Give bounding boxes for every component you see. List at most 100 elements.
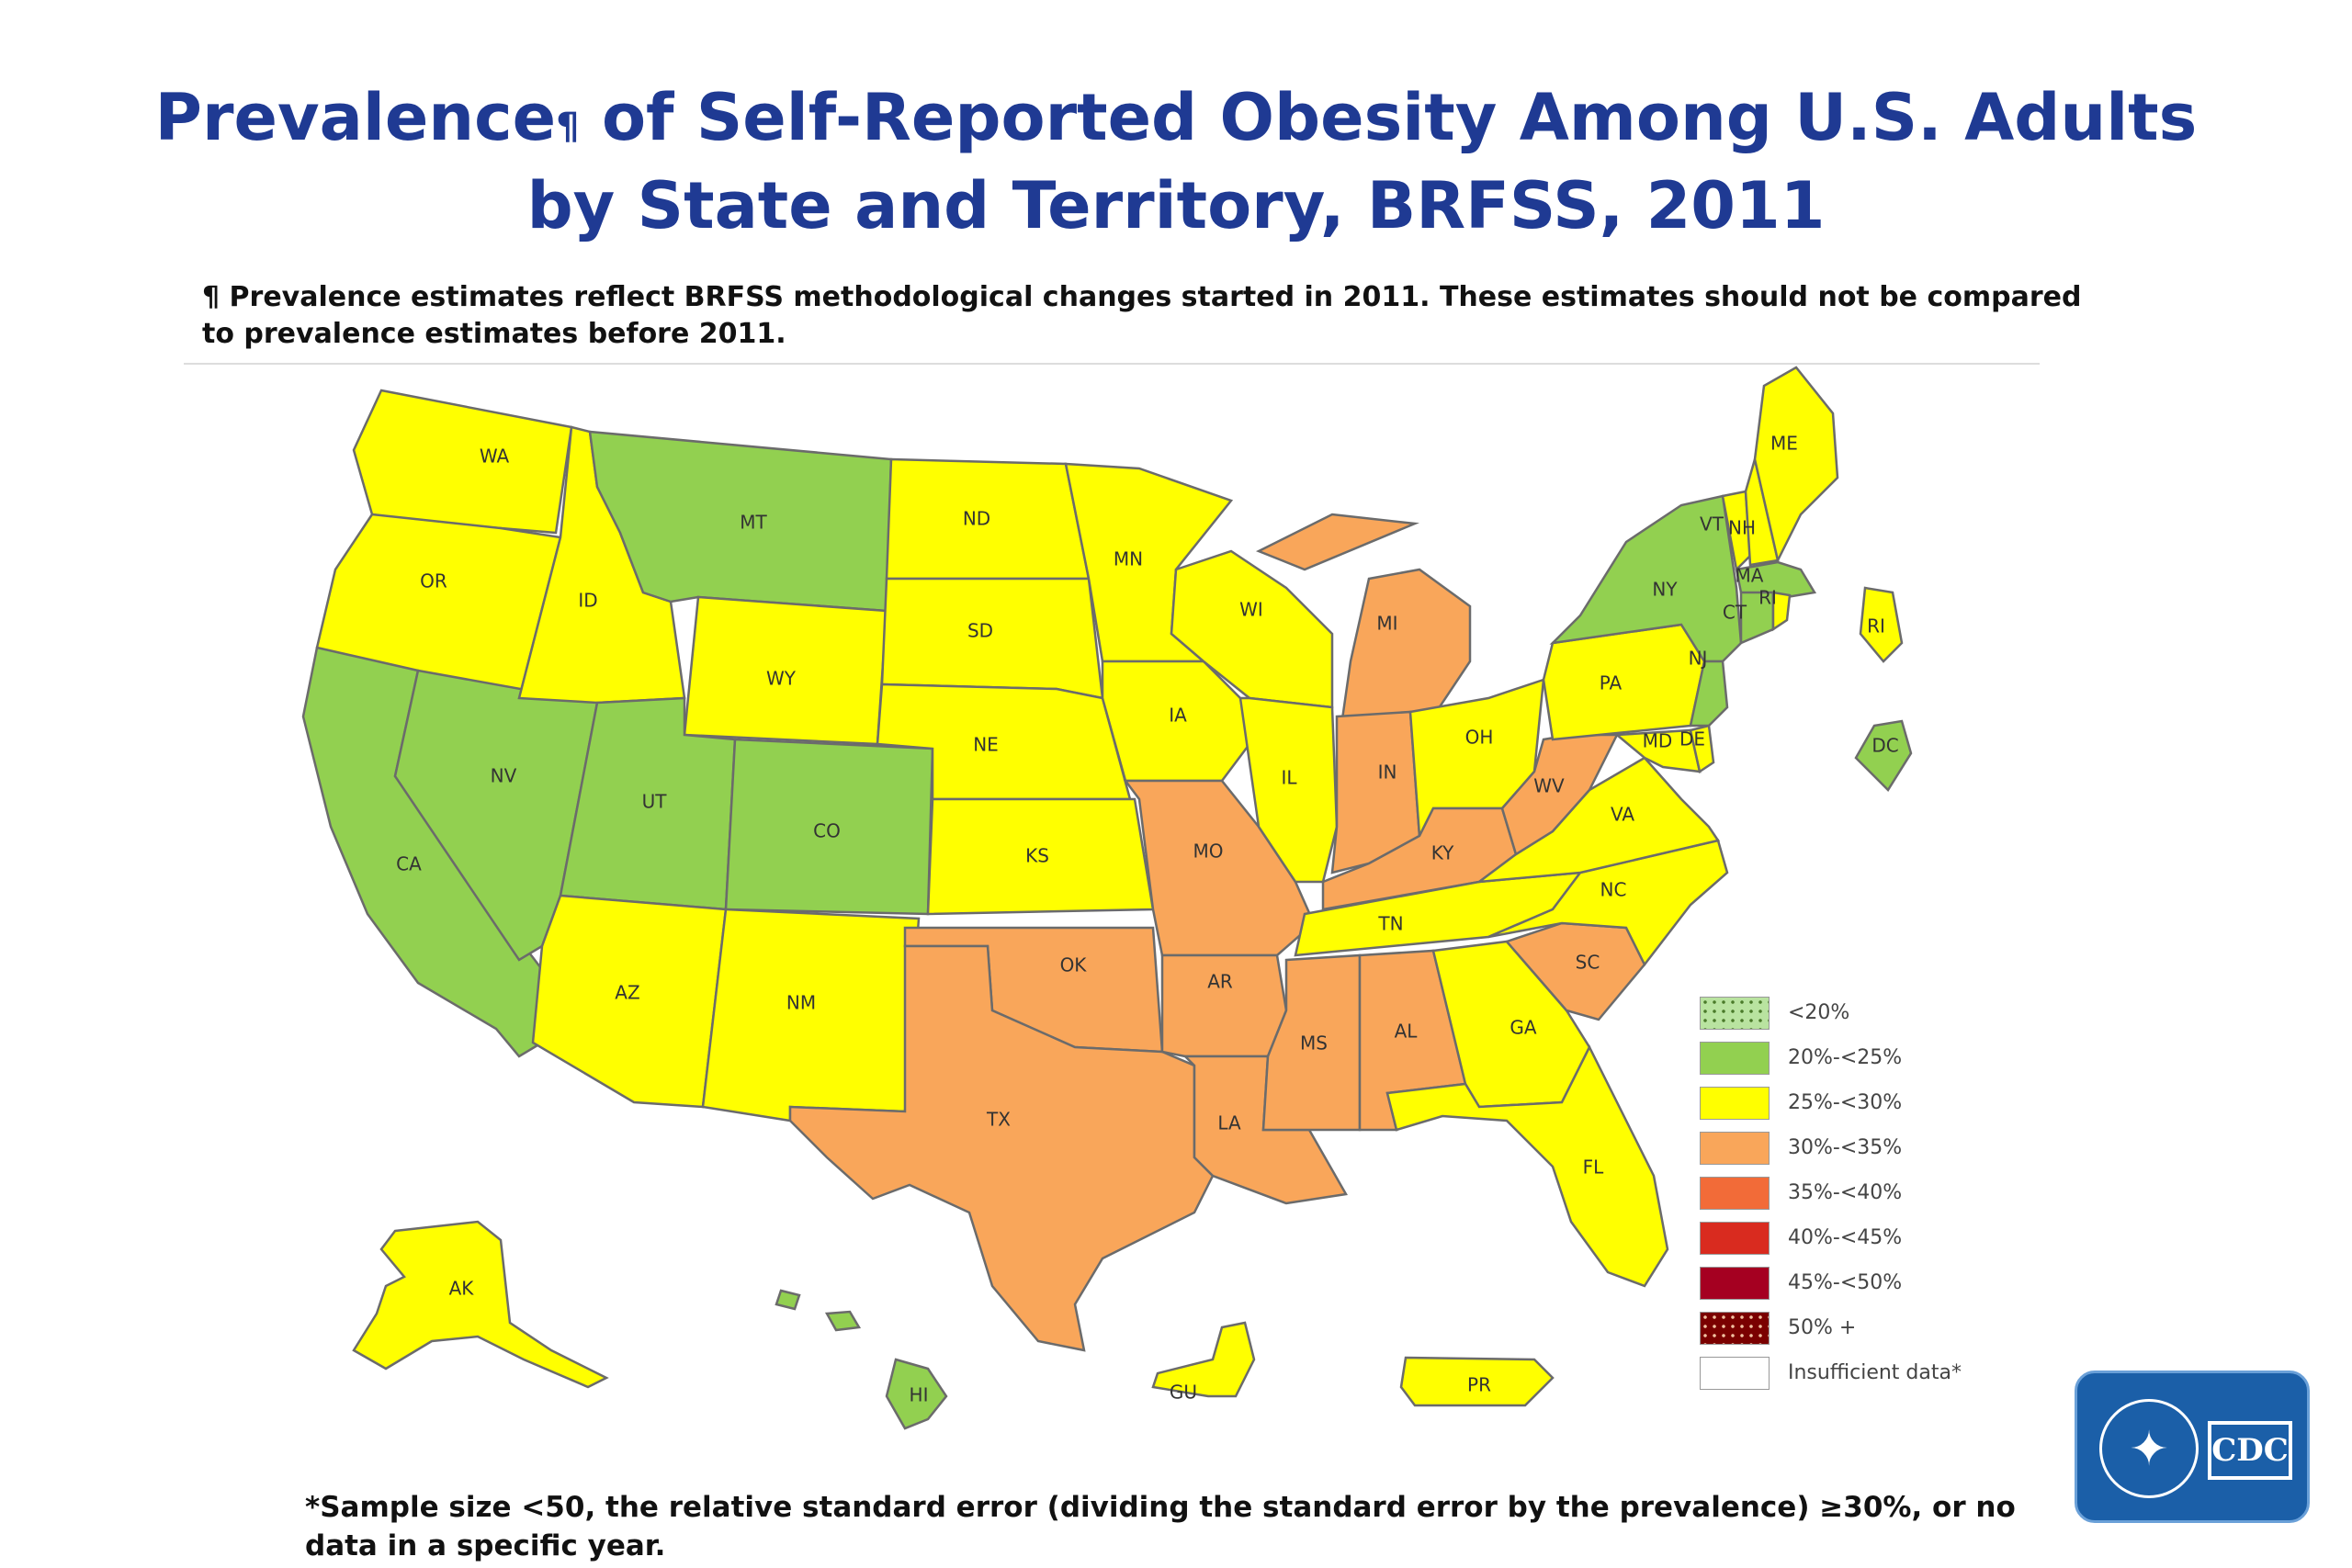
state-NJ[interactable] <box>1689 660 1729 728</box>
legend-label: <20% <box>1788 1001 1850 1024</box>
state-DE[interactable] <box>1689 724 1715 774</box>
svg-text:MS: MS <box>1300 1032 1328 1055</box>
svg-text:CT: CT <box>1723 602 1747 624</box>
legend-item: 35%-<40% <box>1700 1170 2086 1215</box>
cdc-logo: ✦ CDC <box>2075 1371 2310 1523</box>
svg-text:VA: VA <box>1611 804 1634 826</box>
svg-text:OK: OK <box>1060 954 1088 976</box>
svg-text:WY: WY <box>766 668 797 690</box>
legend-label: Insufficient data* <box>1788 1361 1962 1384</box>
legend-swatch <box>1700 1131 1770 1165</box>
state-NY[interactable] <box>1549 494 1743 663</box>
svg-text:DE: DE <box>1679 728 1705 750</box>
svg-text:GU: GU <box>1170 1382 1197 1404</box>
state-RI[interactable] <box>1771 591 1792 632</box>
page-title: Prevalence¶ of Self-Reported Obesity Amo… <box>154 80 2198 243</box>
legend-swatch <box>1700 1041 1770 1075</box>
legend-swatch <box>1700 996 1770 1030</box>
svg-text:AR: AR <box>1207 971 1233 993</box>
svg-text:CA: CA <box>396 853 422 875</box>
svg-text:HI: HI <box>910 1384 929 1406</box>
legend-swatch <box>1700 1266 1770 1300</box>
svg-text:AK: AK <box>449 1278 475 1300</box>
svg-text:TN: TN <box>1377 913 1403 935</box>
svg-text:MA: MA <box>1736 565 1764 587</box>
svg-text:PR: PR <box>1467 1374 1491 1396</box>
svg-text:RI: RI <box>1758 587 1777 609</box>
state-WA[interactable] <box>352 389 573 535</box>
svg-text:SC: SC <box>1576 952 1600 974</box>
state-HI[interactable] <box>775 1289 948 1430</box>
svg-text:NJ: NJ <box>1689 648 1708 670</box>
state-ME[interactable] <box>1753 366 1839 564</box>
legend-label: 25%-<30% <box>1788 1091 1903 1114</box>
state-DC-inset[interactable] <box>1854 719 1913 792</box>
divider <box>184 363 2040 365</box>
cdc-wordmark: CDC <box>2208 1421 2292 1480</box>
legend-swatch <box>1700 1086 1770 1120</box>
svg-text:CO: CO <box>813 820 841 842</box>
state-PR[interactable] <box>1399 1356 1555 1407</box>
svg-text:KS: KS <box>1025 845 1049 867</box>
svg-text:PA: PA <box>1600 672 1623 694</box>
state-NM[interactable] <box>701 908 921 1122</box>
svg-text:NY: NY <box>1652 579 1678 601</box>
state-IL[interactable] <box>1238 696 1339 884</box>
legend-item: 20%-<25% <box>1700 1035 2086 1080</box>
state-MO[interactable] <box>1123 779 1316 957</box>
legend-item: 30%-<35% <box>1700 1125 2086 1170</box>
state-GU[interactable] <box>1151 1321 1256 1398</box>
svg-text:WA: WA <box>480 446 510 468</box>
legend-item: <20% <box>1700 990 2086 1035</box>
legend-item: 40%-<45% <box>1700 1215 2086 1260</box>
svg-text:RI: RI <box>1867 615 1885 637</box>
legend-swatch <box>1700 1311 1770 1345</box>
legend-item: 25%-<30% <box>1700 1080 2086 1125</box>
state-MD[interactable] <box>1613 728 1702 773</box>
legend-label: 20%-<25% <box>1788 1046 1903 1069</box>
svg-text:AZ: AZ <box>615 982 639 1004</box>
state-FL[interactable] <box>1385 1044 1669 1288</box>
legend-label: 40%-<45% <box>1788 1226 1903 1249</box>
legend-item: Insufficient data* <box>1700 1350 2086 1395</box>
svg-text:UT: UT <box>642 791 668 813</box>
footnote: *Sample size <50, the relative standard … <box>305 1491 2016 1562</box>
hhs-eagle-icon: ✦ <box>2099 1399 2199 1498</box>
map-legend: <20% 20%-<25% 25%-<30% 30%-<35% 35%-<40% 40%-… <box>1700 990 2086 1395</box>
state-RI-inset[interactable] <box>1859 586 1904 663</box>
state-AK[interactable] <box>352 1220 609 1389</box>
svg-text:DC: DC <box>1871 735 1898 757</box>
legend-swatch <box>1700 1176 1770 1210</box>
svg-text:NC: NC <box>1600 879 1627 901</box>
svg-text:ID: ID <box>578 590 597 612</box>
legend-label: 50% + <box>1788 1316 1857 1339</box>
svg-text:KY: KY <box>1431 842 1454 864</box>
svg-text:OR: OR <box>420 570 447 592</box>
svg-text:FL: FL <box>1583 1156 1605 1179</box>
svg-text:ND: ND <box>963 508 990 530</box>
svg-text:MT: MT <box>740 512 767 534</box>
svg-text:MD: MD <box>1643 730 1673 752</box>
svg-text:SD: SD <box>967 620 993 642</box>
svg-text:NE: NE <box>973 734 999 756</box>
svg-text:IN: IN <box>1378 761 1397 784</box>
svg-text:WV: WV <box>1533 775 1565 797</box>
svg-text:VT: VT <box>1700 513 1724 536</box>
legend-item: 45%-<50% <box>1700 1260 2086 1305</box>
state-NC[interactable] <box>1487 839 1729 967</box>
legend-label: 45%-<50% <box>1788 1271 1903 1294</box>
svg-text:NH: NH <box>1728 517 1756 539</box>
svg-text:WI: WI <box>1239 599 1263 621</box>
svg-text:IL: IL <box>1281 767 1297 789</box>
state-MI[interactable] <box>1255 513 1472 728</box>
legend-item: 50% + <box>1700 1305 2086 1350</box>
methodology-note: ¶ Prevalence estimates reflect BRFSS met… <box>202 281 2082 350</box>
legend-swatch <box>1700 1221 1770 1255</box>
svg-text:NV: NV <box>491 765 517 787</box>
state-TX[interactable] <box>788 944 1215 1352</box>
svg-text:MO: MO <box>1193 840 1224 863</box>
legend-label: 30%-<35% <box>1788 1136 1903 1159</box>
svg-text:NM: NM <box>786 992 816 1014</box>
svg-text:AL: AL <box>1395 1021 1419 1043</box>
